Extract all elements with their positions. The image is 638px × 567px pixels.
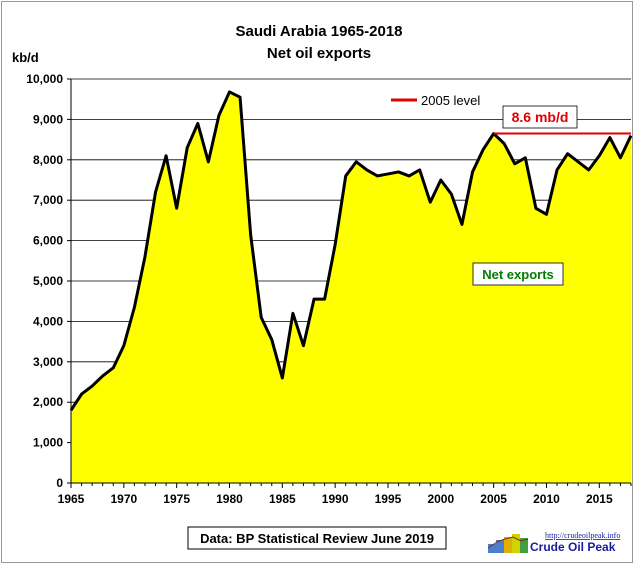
y-tick-labels: 0 1,000 2,000 3,000 4,000 5,000 6,000 7,000 8,00…: [26, 72, 63, 490]
axes: [67, 78, 632, 488]
y-tick-label: 0: [56, 476, 63, 490]
x-tick-label: 1990: [322, 492, 349, 506]
y-tick-label: 7,000: [33, 193, 63, 207]
y-tick-label: 2,000: [33, 395, 63, 409]
y-tick-label: 3,000: [33, 355, 63, 369]
source-text: Data: BP Statistical Review June 2019: [200, 531, 434, 546]
logo-url: http://crudeoilpeak.info: [545, 531, 620, 540]
reference-label-box: 8.6 mb/d: [502, 105, 578, 129]
logo-mini-chart-icon: [487, 534, 529, 553]
x-tick-label: 2005: [480, 492, 507, 506]
y-tick-label: 10,000: [26, 72, 63, 86]
chart-subtitle: Net oil exports: [267, 45, 371, 62]
x-tick-label: 1995: [375, 492, 402, 506]
source-box: Data: BP Statistical Review June 2019: [187, 526, 447, 550]
y-tick-label: 1,000: [33, 436, 63, 450]
legend: 2005 level: [391, 93, 480, 108]
series-label-bg: [472, 262, 564, 286]
x-tick-label: 2000: [427, 492, 454, 506]
x-tick-label: 1985: [269, 492, 296, 506]
x-tick-label: 2015: [586, 492, 613, 506]
x-tick-label: 1980: [216, 492, 243, 506]
data-area: [69, 90, 633, 484]
y-tick-label: 6,000: [33, 234, 63, 248]
x-tick-label: 1965: [58, 492, 85, 506]
reference-label: 8.6 mb/d: [512, 109, 569, 125]
logo-name: Crude Oil Peak: [530, 540, 616, 554]
reference-label-bg: [502, 105, 578, 129]
legend-label: 2005 level: [421, 93, 480, 108]
series-label-box: Net exports: [472, 262, 564, 286]
x-tick-labels: 1965 1970 1975 1980 1985 1990 1995 2000 2005 2010…: [58, 492, 613, 506]
source-box-bg: [187, 526, 447, 550]
net-exports-area: [71, 91, 631, 484]
y-tick-label: 9,000: [33, 112, 63, 126]
series-label: Net exports: [482, 267, 554, 282]
y-axis-label: kb/d: [12, 50, 39, 65]
x-tick-label: 2010: [533, 492, 560, 506]
y-tick-label: 8,000: [33, 153, 63, 167]
y-tick-label: 4,000: [33, 314, 63, 328]
chart-title: Saudi Arabia 1965-2018: [235, 23, 402, 40]
net-exports-line: [69, 90, 633, 412]
y-tick-label: 5,000: [33, 274, 63, 288]
logo: http://crudeoilpeak.info Crude Oil Peak: [487, 531, 620, 554]
x-tick-label: 1975: [163, 492, 190, 506]
x-tick-label: 1970: [110, 492, 137, 506]
